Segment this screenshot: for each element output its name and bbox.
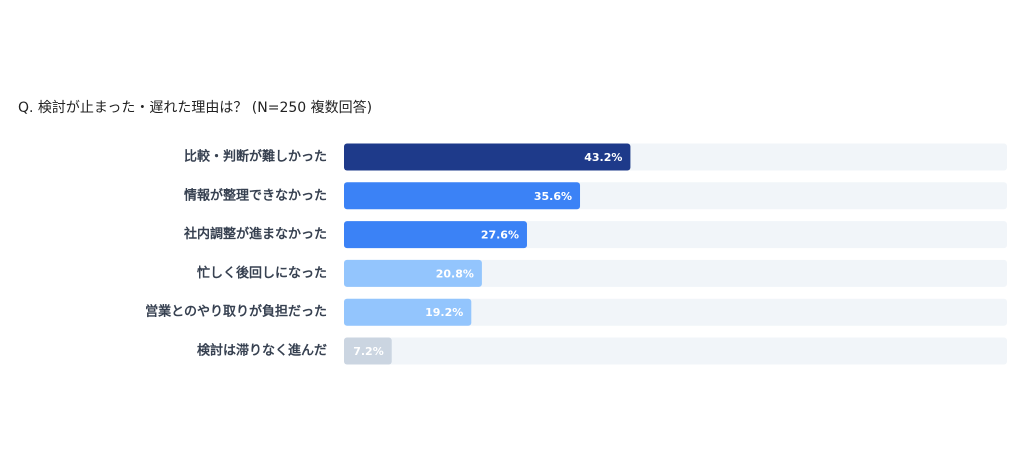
value-label: 43.2% (584, 151, 622, 164)
category-label: 情報が整理できなかった (184, 187, 327, 203)
category-label: 営業とのやり取りが負担だった (145, 304, 327, 320)
category-label: 検討は滞りなく進んだ (197, 343, 327, 359)
bar (344, 143, 631, 171)
bar-track (344, 259, 1007, 287)
value-label: 19.2% (425, 306, 463, 319)
value-label: 20.8% (436, 267, 474, 280)
category-label: 社内調整が進まなかった (183, 226, 327, 242)
bar (344, 337, 392, 365)
category-label: 比較・判断が難しかった (184, 149, 327, 165)
bar (344, 298, 472, 326)
bar (344, 182, 581, 210)
value-label: 27.6% (481, 229, 519, 242)
bar (344, 221, 527, 249)
value-label: 35.6% (534, 190, 572, 203)
chart-title: Q. 検討が止まった・遅れた理由は？ (N=250 複数回答) (18, 99, 372, 116)
value-label: 7.2% (353, 345, 384, 358)
category-label: 忙しく後回しになった (197, 265, 327, 281)
bar (344, 259, 482, 287)
bar-track (344, 298, 1007, 326)
bar-track (344, 337, 1007, 365)
